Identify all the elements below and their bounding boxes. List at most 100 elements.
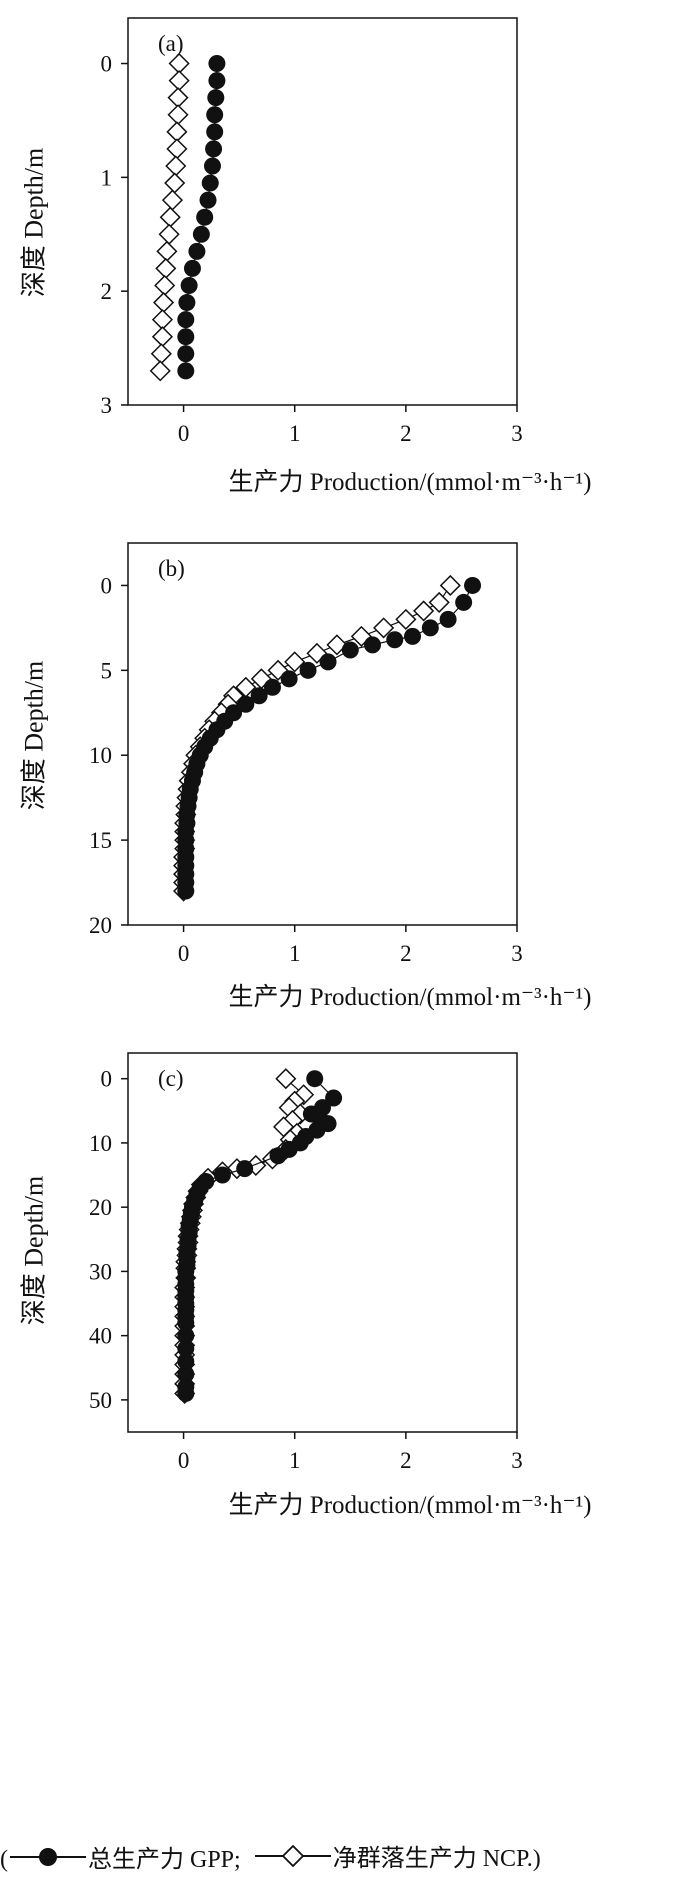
- gpp-point: [206, 123, 224, 141]
- gpp-point: [205, 140, 223, 158]
- panel-label: (a): [158, 31, 184, 56]
- gpp-point: [177, 311, 195, 329]
- gpp-point: [213, 1166, 231, 1184]
- y-tick-label: 15: [89, 828, 112, 853]
- ncp-point: [159, 206, 181, 228]
- ncp-point: [165, 155, 187, 177]
- y-tick-label: 50: [89, 1388, 112, 1413]
- gpp-point: [208, 55, 226, 73]
- chart-panel-a: 0 1 2 3 0 1 2 3 (a) 深度 Depth/m 生产力 Production/(m…: [0, 0, 700, 600]
- ncp-point: [167, 104, 189, 126]
- gpp-point: [183, 259, 201, 277]
- gpp-point: [177, 1327, 195, 1345]
- legend-open-paren: (: [0, 1846, 8, 1873]
- gpp-point: [177, 1339, 195, 1357]
- chart-legend: ( 总生产力 GPP; 净群落生产力 NCP.): [0, 1838, 700, 1878]
- ncp-point: [413, 600, 435, 622]
- gpp-point: [439, 610, 457, 628]
- gpp-point: [319, 653, 337, 671]
- y-axis-label-a: 深度 Depth/m: [19, 147, 49, 298]
- gpp-point: [177, 1314, 195, 1332]
- gpp-point: [341, 641, 359, 659]
- gpp-point: [192, 225, 210, 243]
- ncp-point: [154, 274, 176, 297]
- y-axis-label-b: 深度 Depth/m: [19, 660, 49, 810]
- ncp-point: [161, 189, 184, 211]
- plot-frame: [127, 542, 518, 926]
- gpp-point: [177, 345, 195, 363]
- ncp-point: [151, 326, 174, 348]
- x-axis-label-c: 生产力 Production/(mmol·m⁻³·h⁻¹): [228, 1492, 592, 1519]
- y-tick-label: 0: [101, 1067, 113, 1092]
- gpp-point: [208, 72, 226, 90]
- ncp-point: [155, 257, 177, 279]
- gpp-point: [404, 627, 422, 645]
- y-tick-label: 2: [101, 279, 113, 304]
- legend-item-ncp: 净群落生产力 NCP.): [253, 1838, 541, 1873]
- gpp-point: [299, 661, 317, 679]
- gpp-point: [421, 619, 439, 637]
- gpp-point: [178, 294, 196, 312]
- panel-label: (b): [158, 556, 185, 581]
- gpp-point: [177, 1352, 195, 1370]
- ncp-point: [428, 591, 450, 613]
- legend-gpp-marker-icon: [10, 1847, 86, 1866]
- ncp-point: [156, 240, 178, 262]
- chart-panel-c: 0 1 2 3 0 10 20 30 40 50 (c) 深度 Depth/m 生产力 Produc…: [0, 1035, 700, 1635]
- ncp-point: [439, 574, 461, 597]
- x-tick-label: 2: [400, 421, 412, 446]
- gpp-point: [177, 1384, 195, 1402]
- x-tick-label: 0: [178, 421, 190, 446]
- legend-gpp-label: 总生产力 GPP;: [88, 1847, 241, 1873]
- panel-label: (c): [158, 1066, 184, 1091]
- legend-ncp-label: 净群落生产力 NCP.): [332, 1846, 541, 1872]
- x-tick-label: 0: [178, 1448, 190, 1473]
- ncp-point: [275, 1068, 297, 1090]
- ncp-point: [166, 138, 188, 160]
- legend-item-gpp: 总生产力 GPP;: [8, 1839, 241, 1874]
- gpp-point: [325, 1089, 343, 1107]
- gpp-point: [364, 636, 382, 654]
- gpp-point: [207, 89, 225, 107]
- x-tick-label: 3: [511, 941, 523, 966]
- x-tick-label: 2: [400, 1448, 412, 1473]
- ncp-point: [168, 70, 190, 92]
- ncp-point: [158, 223, 180, 245]
- gpp-point: [177, 882, 195, 900]
- x-tick-label: 3: [511, 421, 523, 446]
- gpp-point: [280, 670, 298, 688]
- legend-ncp-marker-icon: [254, 1844, 331, 1867]
- gpp-point: [177, 328, 195, 346]
- gpp-point: [199, 191, 217, 209]
- ncp-point: [153, 291, 175, 314]
- x-tick-label: 1: [289, 941, 301, 966]
- ncp-point: [373, 617, 395, 639]
- x-axis-label-b: 生产力 Production/(mmol·m⁻³·h⁻¹): [228, 984, 592, 1011]
- x-tick-label: 1: [289, 421, 301, 446]
- ncp-point: [150, 343, 172, 365]
- y-tick-label: 0: [101, 52, 113, 77]
- ncp-point: [395, 608, 417, 630]
- gpp-point: [177, 362, 195, 380]
- gpp-point: [188, 242, 206, 260]
- chart-panel-b: 0 1 2 3 0 5 10 15 20 (b) 深度 Depth/m 生产力 Productio…: [0, 520, 700, 1120]
- gpp-point: [455, 593, 473, 611]
- y-tick-label: 10: [89, 1131, 112, 1156]
- x-tick-label: 3: [511, 1448, 523, 1473]
- gpp-point: [250, 687, 268, 705]
- y-tick-label: 20: [89, 1195, 112, 1220]
- gpp-point: [263, 678, 281, 696]
- x-axis-label-a: 生产力 Production/(mmol·m⁻³·h⁻¹): [228, 469, 592, 496]
- y-tick-label: 40: [89, 1324, 112, 1349]
- gpp-point: [464, 576, 482, 594]
- y-tick-label: 30: [89, 1259, 112, 1284]
- y-tick-label: 5: [101, 658, 113, 683]
- y-tick-label: 3: [101, 393, 113, 418]
- ncp-point: [284, 651, 306, 673]
- gpp-point: [237, 695, 255, 713]
- y-tick-label: 0: [101, 573, 113, 598]
- x-tick-label: 1: [289, 1448, 301, 1473]
- gpp-point: [177, 1365, 195, 1383]
- chart-plot-b: 0 1 2 3 0 5 10 15 20 (b): [89, 542, 523, 966]
- ncp-point: [164, 172, 186, 194]
